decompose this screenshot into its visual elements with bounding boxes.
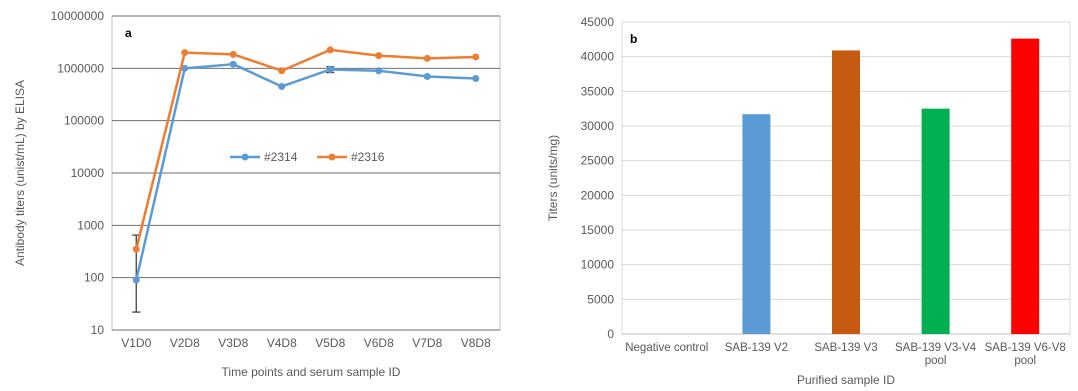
legend-label: #2314 xyxy=(264,150,298,164)
chart-a: 10 100 1000 10000 100000 1000000 10000000 V1D0 V… xyxy=(13,9,501,379)
y-axis-title: Titers (units/mg) xyxy=(546,135,560,221)
x-tick-label: V2D8 xyxy=(170,336,200,350)
data-point xyxy=(132,276,140,284)
bar xyxy=(832,50,860,334)
y-tick-label: 25000 xyxy=(581,154,615,168)
data-point xyxy=(181,64,189,72)
data-point xyxy=(132,245,140,253)
data-point xyxy=(181,49,189,57)
y-tick-label: 5000 xyxy=(587,292,614,306)
y-tick-label: 10000000 xyxy=(51,9,105,23)
data-point xyxy=(375,52,383,60)
x-tick-label: SAB-139 V3 xyxy=(814,342,877,354)
legend-marker xyxy=(328,153,336,161)
x-tick-label: V4D8 xyxy=(267,336,297,350)
data-point xyxy=(423,72,431,80)
y-tick-label: 35000 xyxy=(581,84,615,98)
data-point xyxy=(278,82,286,90)
y-tick-label: 45000 xyxy=(581,15,615,29)
x-tick-label: V8D8 xyxy=(461,336,491,350)
y-tick-label: 10000 xyxy=(581,258,615,272)
x-axis-title: Purified sample ID xyxy=(797,373,895,387)
x-tick-label: V3D8 xyxy=(218,336,248,350)
bar xyxy=(742,114,771,334)
data-point xyxy=(375,67,383,75)
panel-label: a xyxy=(125,26,132,40)
x-tick-label: SAB-139 V3-V4 xyxy=(895,342,977,354)
y-tick-label: 10000 xyxy=(71,166,105,180)
y-tick-label: 10 xyxy=(91,323,105,337)
y-tick-label: 0 xyxy=(607,327,614,341)
series-line xyxy=(135,62,476,281)
x-tick-label: pool xyxy=(925,355,947,367)
y-tick-label: 1000000 xyxy=(57,61,104,75)
data-point xyxy=(326,65,334,73)
x-tick-label: pool xyxy=(1014,355,1036,367)
x-axis-title: Time points and serum sample ID xyxy=(222,365,401,379)
data-point xyxy=(472,74,480,82)
x-tick-label: SAB-139 V6-V8 xyxy=(985,342,1066,354)
legend-marker xyxy=(241,153,249,161)
x-tick-label: Negative control xyxy=(625,342,708,354)
x-tick-label: SAB-139 V2 xyxy=(725,342,788,354)
data-point xyxy=(326,46,334,54)
panel-label: b xyxy=(630,32,637,46)
y-tick-label: 1000 xyxy=(77,218,104,232)
x-tick-label: V7D8 xyxy=(412,336,442,350)
x-tick-label: V5D8 xyxy=(315,336,345,350)
data-point xyxy=(229,60,237,68)
y-axis-title: Antibody titers (unist/mL) by ELISA xyxy=(13,80,27,266)
data-point xyxy=(472,53,480,61)
x-tick-label: V6D8 xyxy=(364,336,394,350)
y-tick-label: 30000 xyxy=(581,119,615,133)
y-tick-label: 15000 xyxy=(581,223,615,237)
bar xyxy=(921,108,950,335)
x-tick-label: V1D0 xyxy=(121,336,151,350)
bar xyxy=(1011,38,1040,334)
series-line xyxy=(135,48,476,250)
data-point xyxy=(278,67,286,75)
data-point xyxy=(229,50,237,58)
y-tick-label: 20000 xyxy=(581,188,615,202)
y-tick-label: 100000 xyxy=(64,114,104,128)
data-point xyxy=(423,54,431,62)
legend-label: #2316 xyxy=(351,150,385,164)
y-tick-label: 40000 xyxy=(581,50,615,64)
y-tick-label: 100 xyxy=(84,271,104,285)
